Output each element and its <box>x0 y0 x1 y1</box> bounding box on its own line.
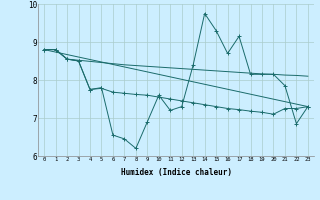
X-axis label: Humidex (Indice chaleur): Humidex (Indice chaleur) <box>121 168 231 177</box>
